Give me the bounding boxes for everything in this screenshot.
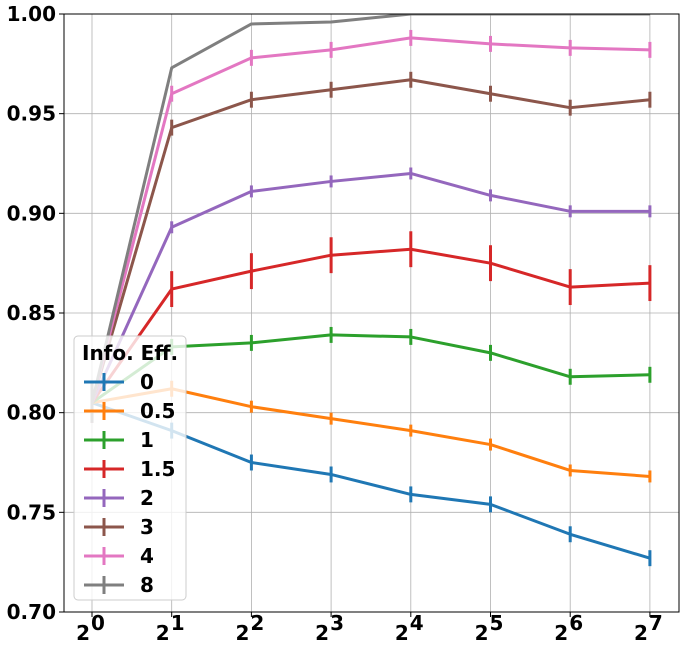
- legend-item: 0: [84, 370, 154, 394]
- legend-frame: [73, 335, 187, 601]
- series-line: [90, 36, 650, 404]
- x-tick-label-exponent: 3: [330, 611, 344, 635]
- legend-label: 2: [140, 486, 154, 510]
- legend-label: 1: [140, 428, 154, 452]
- x-tick-label-exponent: 2: [250, 611, 264, 635]
- x-tick-label-exponent: 1: [171, 611, 185, 635]
- legend-item: 8: [84, 573, 154, 597]
- x-tick-label-exponent: 0: [91, 611, 105, 635]
- y-tick-label: 1.00: [7, 2, 56, 26]
- x-tick-label-exponent: 5: [490, 611, 504, 635]
- y-tick-label: 0.70: [7, 600, 56, 624]
- x-tick-label-base: 2: [156, 621, 170, 645]
- legend-label: 4: [140, 544, 154, 568]
- x-tick-label-base: 2: [634, 621, 648, 645]
- x-tick-label-exponent: 4: [410, 611, 424, 635]
- series-line: [90, 78, 651, 404]
- legend: Info. Eff. 0 0.5 1 1.5 2 3 4 8: [73, 335, 187, 601]
- series-line: [90, 171, 650, 404]
- y-tick-label: 0.75: [7, 500, 56, 524]
- y-tick-label: 0.95: [7, 102, 56, 126]
- legend-title: Info. Eff.: [82, 341, 178, 365]
- legend-label: 8: [140, 573, 154, 597]
- legend-item: 2: [84, 486, 154, 510]
- legend-item: 1.5: [84, 457, 175, 481]
- x-tick-label-exponent: 6: [569, 611, 583, 635]
- x-tick-label-base: 2: [315, 621, 329, 645]
- y-tick-label: 0.90: [7, 201, 56, 225]
- series-line: [90, 247, 650, 404]
- x-tick-label-base: 2: [235, 621, 249, 645]
- y-axis: 0.70 0.75 0.80 0.85 0.90 0.95 1.00: [7, 2, 64, 624]
- legend-label: 3: [140, 515, 154, 539]
- legend-label: 0.5: [140, 399, 175, 423]
- x-tick-label-base: 2: [76, 621, 90, 645]
- legend-label: 0: [140, 370, 154, 394]
- x-tick-label-base: 2: [395, 621, 409, 645]
- series-line: [90, 14, 650, 404]
- legend-label: 1.5: [140, 457, 175, 481]
- legend-item: 4: [84, 544, 154, 568]
- legend-item: 1: [84, 428, 154, 452]
- x-tick-label-base: 2: [475, 621, 489, 645]
- x-tick-label-base: 2: [554, 621, 568, 645]
- x-tick-label-exponent: 7: [649, 611, 663, 635]
- legend-item: 3: [84, 515, 154, 539]
- y-tick-label: 0.85: [7, 301, 56, 325]
- y-tick-label: 0.80: [7, 401, 56, 425]
- legend-item: 0.5: [84, 399, 175, 423]
